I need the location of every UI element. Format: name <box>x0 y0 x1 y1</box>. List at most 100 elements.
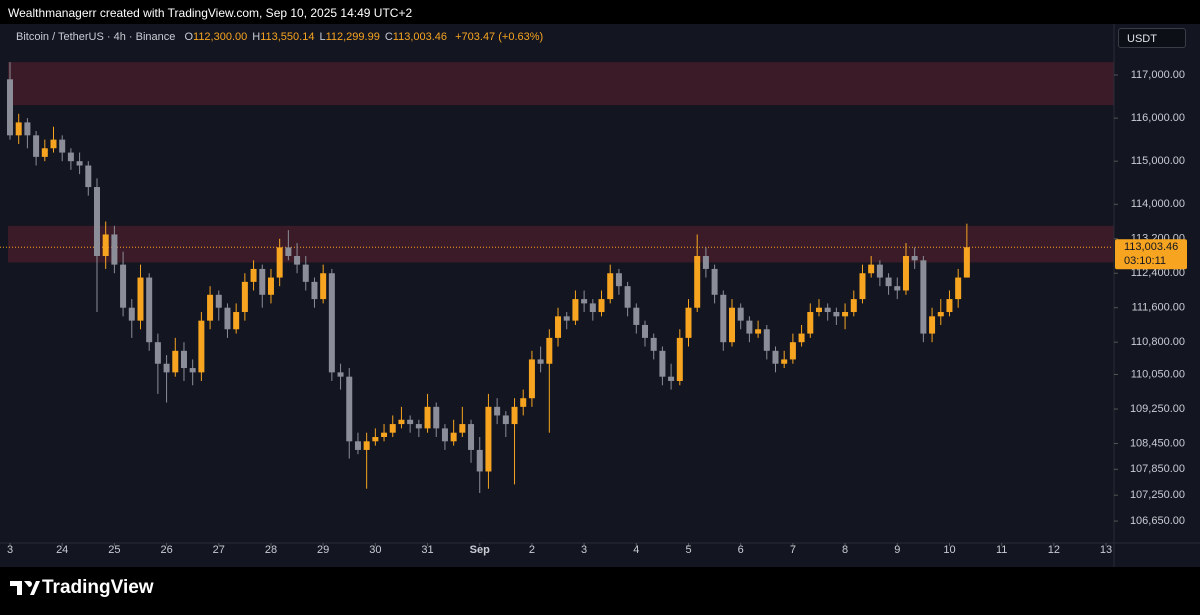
y-tick-label: 114,000.00 <box>1131 198 1185 210</box>
candle-body <box>720 294 727 343</box>
candle-body <box>111 234 118 265</box>
candle-body <box>424 406 431 429</box>
x-tick-label: 12 <box>1048 544 1060 556</box>
candle-body <box>781 359 788 364</box>
resistance-zone <box>8 225 1114 263</box>
countdown: 03:10:11 <box>1124 255 1166 267</box>
candle-body <box>441 428 448 442</box>
candle-body <box>607 273 614 300</box>
candle-body <box>7 79 14 136</box>
x-tick-label: 28 <box>265 544 277 556</box>
candle-body <box>294 255 301 265</box>
symbol-legend: Bitcoin / TetherUS · 4h · Binance O112,3… <box>16 31 548 43</box>
y-tick-label: 109,250.00 <box>1130 403 1185 415</box>
candle-body <box>589 303 596 313</box>
currency-button[interactable]: USDT <box>1118 28 1186 48</box>
ohlc-value: 112,299.99 <box>325 31 380 43</box>
candle-body <box>302 264 309 282</box>
candle-body <box>902 255 909 291</box>
candle-body <box>41 148 48 157</box>
candle-body <box>946 299 953 313</box>
candle-body <box>642 324 649 338</box>
candle-body <box>163 363 170 373</box>
candle-body <box>328 273 335 373</box>
candle-body <box>963 247 970 278</box>
logo-shape <box>10 581 40 595</box>
candle-body <box>476 449 483 472</box>
y-tick-label: 110,050.00 <box>1131 368 1185 380</box>
candle-body <box>128 307 135 321</box>
candle-body <box>833 312 840 317</box>
candle-body <box>285 247 292 256</box>
ohlc-key: H <box>252 31 261 43</box>
candle-body <box>102 234 109 256</box>
candle-body <box>172 350 179 373</box>
attribution: Wealthmanagerr created with TradingView.… <box>8 6 413 20</box>
candle-body <box>372 437 379 442</box>
x-tick-label: 30 <box>369 544 381 556</box>
candle-body <box>354 441 361 450</box>
candle-body <box>346 376 353 442</box>
candle-body <box>311 281 318 300</box>
symbol: Bitcoin / TetherUS · 4h · Binance <box>16 31 176 43</box>
x-tick-label: 5 <box>685 544 691 556</box>
y-tick-label: 115,000.00 <box>1131 155 1185 167</box>
resistance-zone <box>8 62 1114 106</box>
candle-body <box>85 165 92 188</box>
candle-body <box>572 299 579 321</box>
y-tick-label: 108,450.00 <box>1130 437 1185 449</box>
candle-body <box>929 316 936 334</box>
candle-body <box>955 277 962 300</box>
x-tick-label: 11 <box>996 544 1007 556</box>
candle-body <box>937 312 944 317</box>
candle-body <box>598 299 605 313</box>
y-tick-label: 116,000.00 <box>1131 112 1185 124</box>
candle-body <box>650 337 657 351</box>
candle-body <box>502 415 509 425</box>
candle-body <box>468 424 475 450</box>
candle-body <box>676 337 683 381</box>
candle-body <box>911 255 918 261</box>
brand: TradingView <box>42 577 154 598</box>
candle-body <box>798 333 805 343</box>
x-tick-label: Sep <box>470 544 490 556</box>
brand-logo <box>10 581 40 595</box>
candle-body <box>415 424 422 429</box>
x-tick-label: 31 <box>421 544 433 556</box>
candle-body <box>459 424 466 433</box>
x-tick-label: 27 <box>213 544 225 556</box>
candle-body <box>807 312 814 334</box>
ohlc-values: O112,300.00 H113,550.14 L112,299.99 C113,00… <box>184 31 452 43</box>
last-price-label: 113,003.46 <box>1124 241 1178 253</box>
candle-body <box>93 187 100 256</box>
y-tick-label: 112,400.00 <box>1131 267 1185 279</box>
candle-body <box>815 307 822 313</box>
footer <box>0 567 1200 615</box>
ohlc-value: 113,550.14 <box>260 31 315 43</box>
candle-body <box>259 268 266 295</box>
candle-body <box>363 441 370 450</box>
x-tick-label: 13 <box>1100 544 1112 556</box>
change: +703.47 (+0.63%) <box>455 31 544 43</box>
chart: 117,000.00 116,000.00 115,000.00 114,000.00… <box>0 24 1200 567</box>
candle-body <box>250 268 257 282</box>
candle-body <box>198 320 205 373</box>
candle-body <box>180 350 187 369</box>
candle-body <box>702 255 709 269</box>
candle-body <box>528 359 535 399</box>
candle-body <box>537 359 544 364</box>
candle-body <box>485 406 492 472</box>
candle-body <box>633 307 640 325</box>
candle-body <box>511 406 518 425</box>
candle-body <box>659 350 666 377</box>
candle-body <box>850 299 857 313</box>
candle-body <box>24 122 31 136</box>
candle-body <box>824 307 831 313</box>
x-tick-label: 24 <box>56 544 68 556</box>
x-tick-label: 26 <box>160 544 172 556</box>
candle-body <box>555 316 562 338</box>
candle-body <box>755 329 762 334</box>
candle-body <box>450 432 457 442</box>
ohlc-key: O <box>184 31 194 43</box>
candle-body <box>233 312 240 330</box>
